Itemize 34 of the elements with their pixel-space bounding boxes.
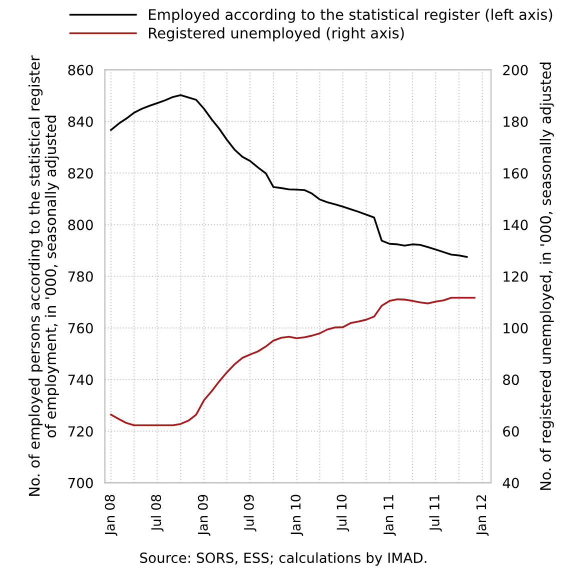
y-tick-label: 740 <box>68 374 93 386</box>
legend-label: Registered unemployed (right axis) <box>149 27 404 42</box>
y2-tick-label: 200 <box>503 64 528 76</box>
y2-tick-label: 100 <box>504 322 528 334</box>
y-tick-label: 860 <box>68 64 93 76</box>
source-note: Source: SORS, ESS; calculations by IMAD. <box>140 552 426 566</box>
y-tick-label: 720 <box>68 426 93 437</box>
y-tick-label: 760 <box>68 322 93 334</box>
x-tick-label: Jul 11 <box>429 495 442 532</box>
legend-label: Employed according to the statistical register (left axis) <box>149 8 552 23</box>
x-tick-label: Jan 12 <box>476 495 489 536</box>
x-tick-label: Jul 10 <box>336 494 350 532</box>
y2-tick-label: 80 <box>503 374 519 386</box>
y2-tick-label: 180 <box>504 116 528 127</box>
y-tick-label: 700 <box>68 478 93 488</box>
y-tick-label: 820 <box>68 168 93 179</box>
x-tick-label: Jul 09 <box>244 494 256 532</box>
line-series <box>110 94 468 258</box>
x-tick-label: Jan 10 <box>290 494 304 536</box>
y2-tick-label: 160 <box>504 168 528 179</box>
y-tick-label: 840 <box>68 116 93 127</box>
y2-tick-label: 40 <box>502 478 519 488</box>
y-axis-title: No. of employed persons according to the statistical register of employment, in '000, seasonally adjusted <box>28 55 59 496</box>
y-tick-label: 780 <box>68 271 93 282</box>
y2-tick-label: 60 <box>503 426 519 437</box>
line-series <box>110 296 476 426</box>
y-tick-label: 800 <box>68 220 93 230</box>
x-tick-label: Jan 11 <box>384 495 396 536</box>
x-tick-label: Jan 08 <box>104 494 118 536</box>
y2-tick-label: 120 <box>504 271 528 282</box>
x-tick-label: Jan 09 <box>198 494 210 536</box>
y2-tick-label: 140 <box>504 220 528 230</box>
y2-axis-title: No. of registered unemployed, in '000, seasonally adjusted <box>540 62 554 490</box>
x-tick-label: Jul 08 <box>150 494 164 532</box>
